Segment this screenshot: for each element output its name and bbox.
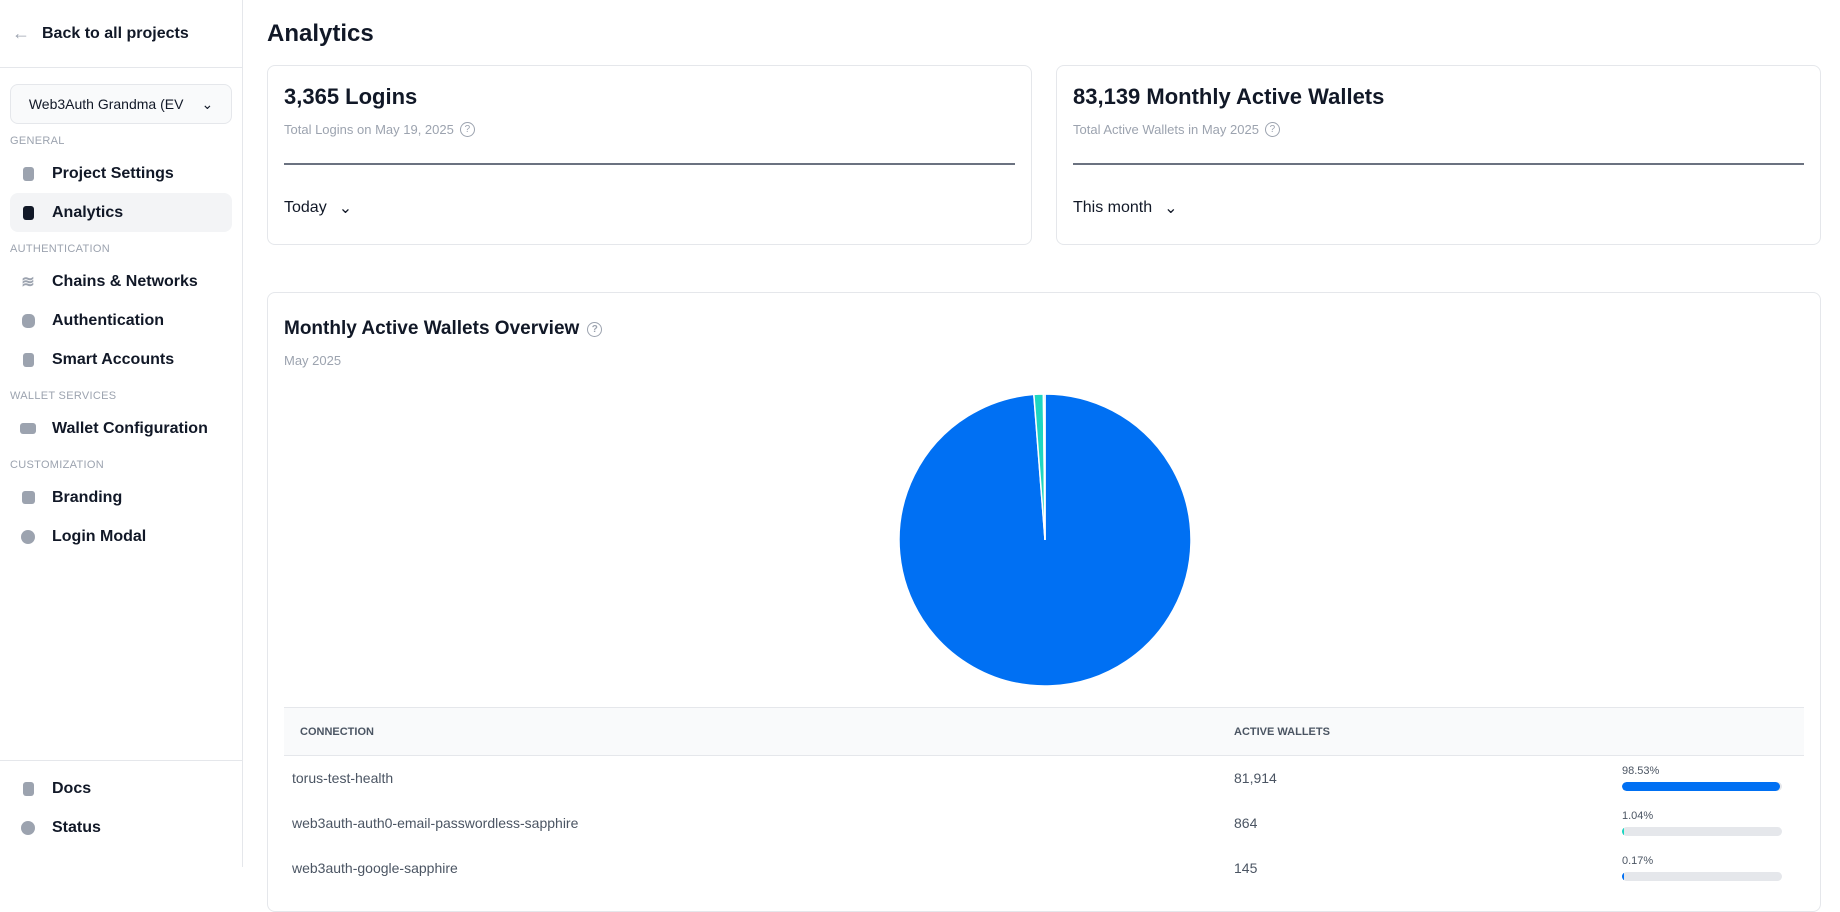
project-selector[interactable]: Web3Auth Grandma (EV ⌄	[10, 84, 232, 124]
label: Authentication	[52, 311, 164, 329]
header-share	[1614, 707, 1804, 756]
share-percent: 0.17%	[1622, 855, 1654, 867]
help-icon[interactable]: ?	[1264, 122, 1280, 137]
connection-name: web3auth-auth0-email-passwordless-sapphi…	[292, 815, 579, 831]
label: Branding	[52, 488, 123, 506]
section-general: GENERAL	[10, 135, 65, 147]
sidebar-item-status[interactable]: Status	[10, 808, 232, 847]
logins-count: 3,365 Logins	[284, 84, 418, 109]
label: Docs	[52, 779, 92, 797]
share-bar-fill	[1622, 872, 1624, 881]
sidebar-footer: Docs Status	[0, 760, 242, 847]
maw-count: 83,139 Monthly Active Wallets	[1073, 84, 1385, 109]
overview-title: Monthly Active Wallets Overview	[284, 318, 580, 339]
connection-name: torus-test-health	[292, 770, 394, 787]
wifi-icon: ≋	[21, 273, 35, 291]
chevron-down-icon: ⌄	[1164, 200, 1178, 217]
connection-name: web3auth-google-sapphire	[292, 860, 458, 876]
check-circle-icon	[20, 820, 36, 836]
document-icon	[20, 781, 36, 797]
maw-card: 83,139 Monthly Active Wallets Total Acti…	[1056, 65, 1821, 245]
back-to-projects-link[interactable]: ← Back to all projects	[0, 0, 242, 68]
sidebar-item-wallet-configuration[interactable]: Wallet Configuration	[10, 409, 232, 448]
share-bar-fill	[1622, 827, 1624, 836]
sidebar-item-project-settings[interactable]: Project Settings	[10, 154, 232, 193]
section-wallet-services: WALLET SERVICES	[10, 390, 117, 402]
section-authentication: AUTHENTICATION	[10, 243, 110, 255]
back-label: Back to all projects	[42, 24, 189, 42]
share-bar	[1622, 872, 1782, 881]
maw-subtitle: Total Active Wallets in May 2025	[1073, 122, 1259, 137]
range-label: Today	[284, 199, 327, 216]
arrow-left-icon: ←	[12, 23, 30, 43]
table-row: torus-test-health 81,914 98.53%	[284, 756, 1804, 801]
share-percent: 98.53%	[1622, 765, 1660, 778]
palette-icon	[20, 490, 36, 506]
divider	[284, 163, 1015, 165]
table-row: web3auth-google-sapphire 145 0.17%	[284, 846, 1804, 891]
clipboard-icon	[20, 166, 36, 182]
share-cell: 0.17%	[1614, 846, 1804, 891]
database-icon	[20, 313, 36, 329]
logins-card: 3,365 Logins Total Logins on May 19, 202…	[267, 65, 1032, 245]
label: Wallet Configuration	[52, 419, 208, 437]
user-circle-icon	[20, 529, 36, 545]
sidebar-item-docs[interactable]: Docs	[10, 769, 232, 808]
overview-card: Monthly Active Wallets Overview? May 202…	[267, 292, 1821, 912]
active-wallets: 145	[1234, 860, 1258, 876]
project-name: Web3Auth Grandma (EV	[28, 96, 184, 112]
page-title: Analytics	[267, 20, 374, 47]
wallet-icon	[20, 421, 36, 437]
table-row: web3auth-auth0-email-passwordless-sapphi…	[284, 801, 1804, 846]
share-cell: 1.04%	[1614, 801, 1804, 846]
label: Analytics	[52, 203, 124, 221]
share-bar-fill	[1622, 782, 1780, 792]
logins-subtitle: Total Logins on May 19, 2025	[284, 122, 454, 137]
sidebar-item-authentication[interactable]: Authentication	[10, 301, 232, 340]
share-bar	[1622, 827, 1782, 836]
section-customization: CUSTOMIZATION	[10, 459, 104, 471]
sidebar-item-chains[interactable]: ≋ Chains & Networks	[10, 262, 232, 301]
sidebar-item-analytics[interactable]: Analytics	[10, 193, 232, 232]
header-active-wallets: ACTIVE WALLETS	[1218, 707, 1614, 756]
connections-table: CONNECTION ACTIVE WALLETS torus-test-heal…	[284, 707, 1804, 891]
maw-range-dropdown[interactable]: This month ⌄	[1073, 198, 1178, 218]
pie-chart	[898, 393, 1192, 687]
label: Project Settings	[52, 164, 174, 182]
overview-subtitle: May 2025	[284, 353, 342, 368]
range-label: This month	[1073, 199, 1153, 216]
label: Smart Accounts	[52, 350, 175, 368]
sidebar-item-login-modal[interactable]: Login Modal	[10, 517, 232, 556]
header-connection: CONNECTION	[284, 707, 1218, 756]
logins-range-dropdown[interactable]: Today ⌄	[284, 198, 352, 218]
share-percent: 1.04%	[1622, 810, 1654, 822]
help-icon[interactable]: ?	[587, 321, 603, 337]
active-wallets: 864	[1234, 815, 1258, 831]
sidebar-item-smart-accounts[interactable]: Smart Accounts	[10, 340, 232, 379]
label: Chains & Networks	[52, 272, 198, 290]
chevron-down-icon: ⌄	[338, 200, 353, 217]
chevron-down-icon: ⌄	[201, 95, 214, 112]
divider	[1073, 163, 1804, 165]
active-wallets: 81,914	[1234, 770, 1277, 787]
share-cell: 98.53%	[1614, 756, 1804, 801]
chart-file-icon	[20, 205, 36, 221]
pie-slice-web3auth-google-sapphire[interactable]	[1042, 393, 1046, 541]
sidebar-item-branding[interactable]: Branding	[10, 478, 232, 517]
sidebar: ← Back to all projects Web3Auth Grandma (…	[0, 0, 243, 867]
document-icon	[20, 352, 36, 368]
label: Login Modal	[52, 527, 147, 545]
label: Status	[52, 818, 101, 836]
help-icon[interactable]: ?	[459, 122, 475, 137]
share-bar	[1622, 782, 1782, 792]
